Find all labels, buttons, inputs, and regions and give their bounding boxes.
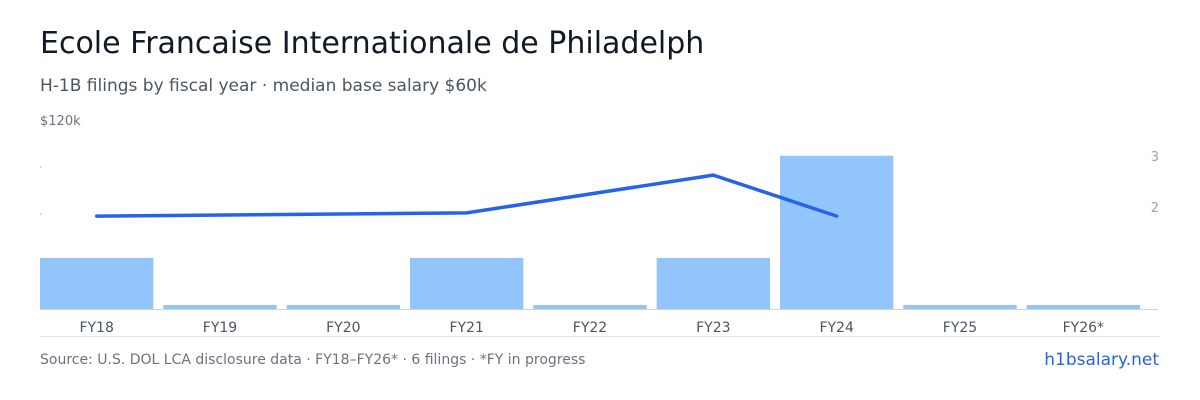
x-tick-label: FY23 (696, 320, 730, 336)
right-axis-tick-label: 3 (1151, 150, 1159, 165)
left-axis-top-label: $120k (40, 114, 81, 129)
chart-title: Ecole Francaise Internationale de Philad… (40, 26, 705, 61)
chart-subtitle: H-1B filings by fiscal year · median bas… (40, 76, 487, 96)
x-tick-label: FY22 (573, 320, 607, 336)
source-note: Source: U.S. DOL LCA disclosure data · F… (40, 352, 586, 368)
bar-FY23 (656, 257, 770, 309)
left-axis-tick-2 (40, 166, 42, 168)
salary-line (94, 173, 839, 218)
bar-FY21 (410, 257, 524, 309)
left-axis-tick-1 (40, 213, 42, 215)
x-tick-label: FY19 (203, 320, 237, 336)
x-tick-label: FY26* (1063, 320, 1104, 336)
x-tick-label: FY20 (326, 320, 360, 336)
right-axis-tick-label: 2 (1151, 201, 1159, 216)
x-tick-label: FY18 (79, 320, 113, 336)
bar-FY20 (286, 305, 400, 309)
x-tick-label: FY25 (943, 320, 977, 336)
brand-link[interactable]: h1bsalary.net (1044, 350, 1159, 370)
x-tick-label: FY24 (819, 320, 854, 336)
bar-FY24 (780, 155, 894, 309)
bar-FY22 (533, 305, 647, 309)
bar-FY25 (903, 305, 1017, 309)
bar-FY19 (163, 305, 277, 309)
bar-FY26* (1026, 305, 1140, 309)
x-tick-label: FY21 (449, 320, 483, 336)
bar-FY18 (40, 257, 154, 309)
